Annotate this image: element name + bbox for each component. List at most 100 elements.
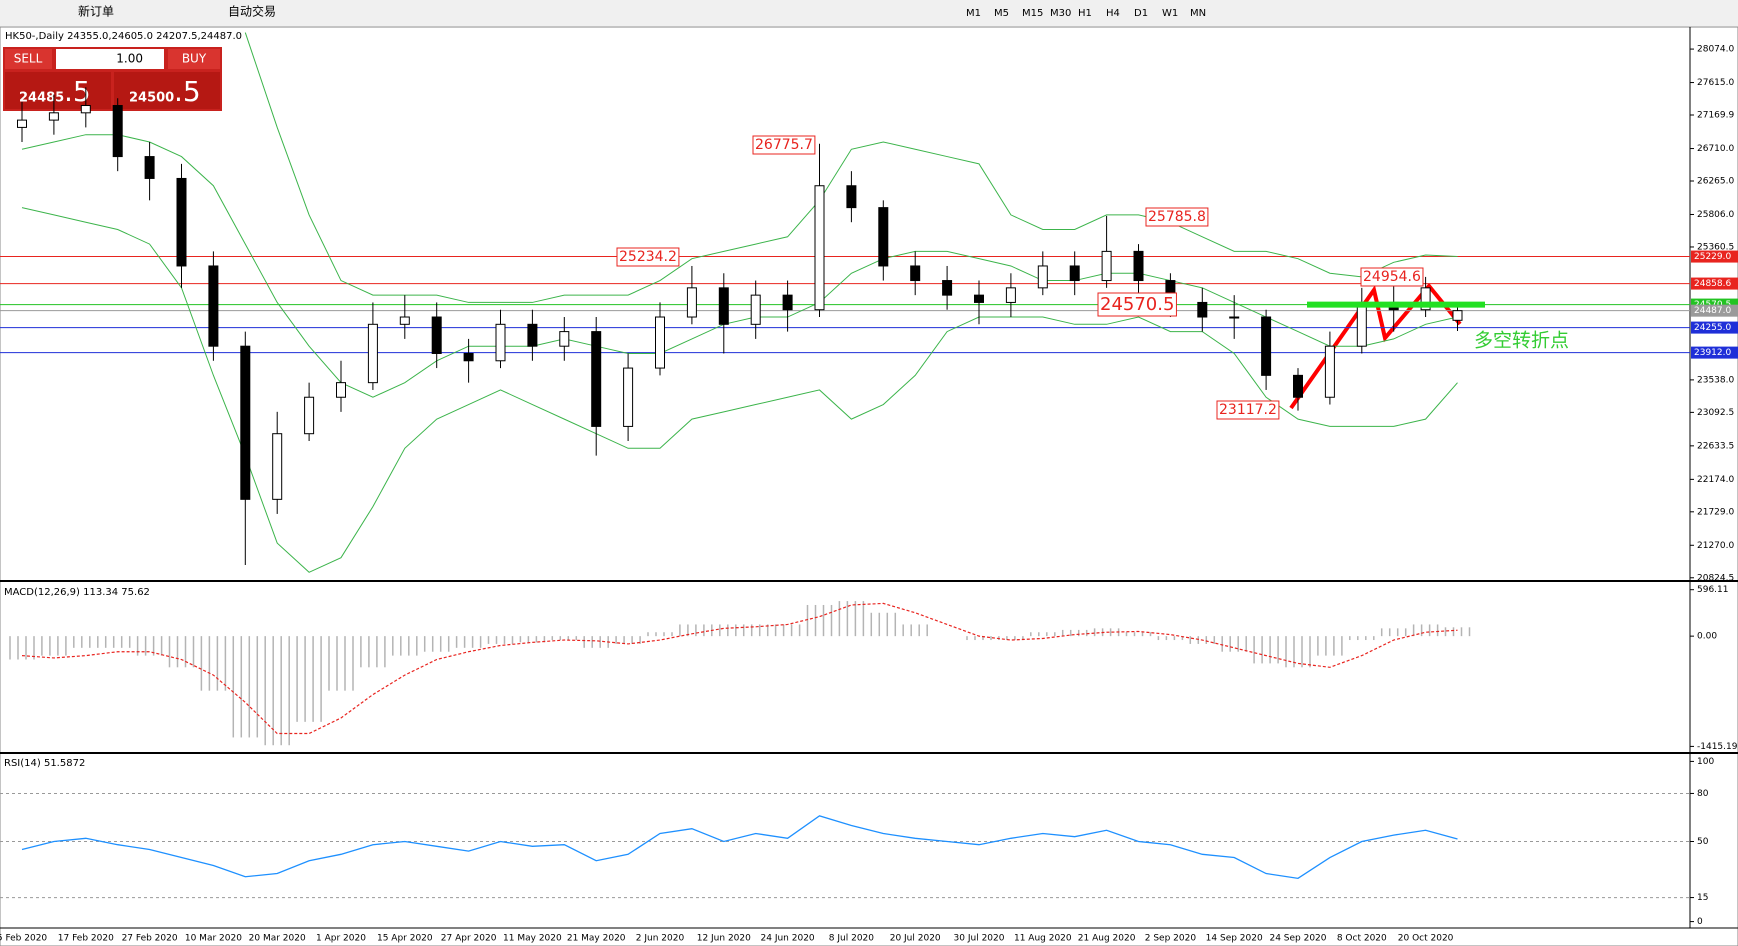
timeframe-button[interactable]: H1 bbox=[1078, 8, 1092, 19]
date-label: 20 Mar 2020 bbox=[249, 934, 306, 944]
rsi-title: RSI(14) 51.5872 bbox=[4, 758, 85, 769]
date-label: 30 Jul 2020 bbox=[954, 934, 1005, 944]
price-annotation: 24954.6 bbox=[1363, 269, 1421, 285]
date-label: 2 Jun 2020 bbox=[636, 934, 685, 944]
level-tag bbox=[1691, 304, 1738, 317]
y-tick-label: 22174.0 bbox=[1697, 475, 1734, 485]
candle-body bbox=[1293, 374, 1303, 398]
bollinger-band bbox=[21, 134, 1458, 398]
y-tick-label: 23538.0 bbox=[1697, 375, 1734, 385]
y-tick-label: 23092.5 bbox=[1697, 408, 1734, 418]
timeframe-button[interactable]: W1 bbox=[1162, 8, 1178, 19]
date-label: 21 May 2020 bbox=[567, 934, 626, 944]
candle-body bbox=[1005, 287, 1016, 303]
candle-body bbox=[686, 287, 697, 318]
date-label: 2 Sep 2020 bbox=[1145, 934, 1197, 944]
sell-button[interactable] bbox=[5, 49, 52, 69]
level-tag-label: 24255.0 bbox=[1694, 323, 1731, 333]
date-label: 24 Sep 2020 bbox=[1269, 934, 1326, 944]
chart-title: HK50-,Daily 24355.0,24605.0 24207.5,2448… bbox=[5, 31, 242, 42]
candle-body bbox=[750, 294, 761, 325]
candle-body bbox=[336, 382, 346, 398]
lot-input[interactable] bbox=[56, 49, 164, 69]
candle-body bbox=[208, 265, 219, 347]
level-tag bbox=[1691, 250, 1738, 263]
date-label: 27 Apr 2020 bbox=[441, 934, 497, 944]
candle-body bbox=[1101, 250, 1112, 282]
candle-body bbox=[814, 185, 825, 311]
date-label: 11 Aug 2020 bbox=[1014, 934, 1072, 944]
annotation-box bbox=[1216, 400, 1280, 420]
buy-label[interactable]: BUY bbox=[182, 52, 207, 66]
date-label: 5 Feb 2020 bbox=[0, 934, 47, 944]
sell-price[interactable]: 24485 bbox=[19, 91, 64, 106]
candle-body bbox=[655, 316, 665, 369]
timeframe-button[interactable]: M5 bbox=[994, 8, 1009, 19]
bollinger-band bbox=[21, 207, 1458, 573]
candle-body bbox=[304, 396, 315, 435]
candle-body bbox=[367, 323, 378, 384]
candle-body bbox=[495, 323, 506, 362]
candle-body bbox=[48, 112, 59, 121]
timeframe-button[interactable]: M15 bbox=[1022, 8, 1043, 19]
candle-body bbox=[591, 331, 602, 427]
price-annotation: 26775.7 bbox=[755, 137, 813, 153]
timeframe-button[interactable]: MN bbox=[1190, 8, 1206, 19]
candle-body bbox=[1037, 265, 1048, 289]
timeframe-button[interactable]: M30 bbox=[1050, 8, 1071, 19]
date-label: 17 Feb 2020 bbox=[58, 934, 114, 944]
sell-price-fraction[interactable]: .5 bbox=[64, 75, 91, 108]
timeframe-button[interactable]: M1 bbox=[966, 8, 981, 19]
buy-button[interactable] bbox=[168, 49, 220, 69]
y-tick-label: 596.11 bbox=[1697, 585, 1729, 595]
candle-body bbox=[272, 433, 283, 500]
candle-body bbox=[240, 345, 251, 500]
sell-label[interactable]: SELL bbox=[14, 52, 43, 66]
candle-body bbox=[718, 287, 729, 325]
lot-value[interactable]: 1.00 bbox=[116, 52, 143, 66]
auto-trading[interactable]: 自动交易 bbox=[228, 4, 276, 19]
candle-body bbox=[878, 207, 889, 267]
annotation-box bbox=[1360, 267, 1424, 287]
toolbar bbox=[0, 0, 1738, 26]
buy-price[interactable]: 24500 bbox=[129, 91, 174, 106]
level-tag bbox=[1691, 277, 1738, 290]
buy-price-fraction[interactable]: .5 bbox=[174, 75, 201, 108]
date-label: 12 Jun 2020 bbox=[697, 934, 751, 944]
price-annotation: 23117.2 bbox=[1219, 402, 1277, 418]
candle-body bbox=[1452, 310, 1463, 321]
date-label: 15 Apr 2020 bbox=[377, 934, 433, 944]
new-order[interactable]: 新订单 bbox=[78, 4, 114, 19]
timeframe-button[interactable]: H4 bbox=[1106, 8, 1120, 19]
candle-body bbox=[559, 331, 570, 347]
zigzag-arrow bbox=[1289, 282, 1462, 410]
pivot-note: 多空转折点 bbox=[1474, 330, 1569, 352]
y-tick-label: 0.00 bbox=[1697, 632, 1717, 642]
candle-body bbox=[846, 185, 857, 209]
y-tick-label: -1415.19 bbox=[1697, 742, 1738, 752]
candle-body bbox=[623, 367, 634, 427]
frame bbox=[0, 26, 1738, 946]
candle-body bbox=[1261, 316, 1272, 376]
date-label: 27 Feb 2020 bbox=[122, 934, 178, 944]
candle-body bbox=[144, 156, 155, 179]
date-label: 20 Jul 2020 bbox=[890, 934, 941, 944]
y-tick-label: 21729.0 bbox=[1697, 507, 1734, 517]
y-tick-label: 0 bbox=[1697, 917, 1703, 927]
candle-body bbox=[431, 316, 442, 354]
rsi-line bbox=[21, 815, 1458, 880]
y-tick-label: 26265.0 bbox=[1697, 177, 1734, 187]
level-tag bbox=[1691, 321, 1738, 334]
price-annotation: 24570.5 bbox=[1100, 294, 1174, 315]
y-tick-label: 25360.5 bbox=[1697, 242, 1734, 252]
y-tick-label: 25806.0 bbox=[1697, 210, 1734, 220]
candle-body bbox=[1229, 316, 1240, 319]
candle-body bbox=[782, 294, 793, 311]
date-label: 1 Apr 2020 bbox=[316, 934, 366, 944]
bollinger-band bbox=[244, 32, 1458, 303]
candle-body bbox=[974, 294, 984, 303]
y-tick-label: 27169.9 bbox=[1697, 111, 1734, 121]
timeframe-button[interactable]: D1 bbox=[1134, 8, 1148, 19]
candle-body bbox=[1069, 265, 1080, 282]
